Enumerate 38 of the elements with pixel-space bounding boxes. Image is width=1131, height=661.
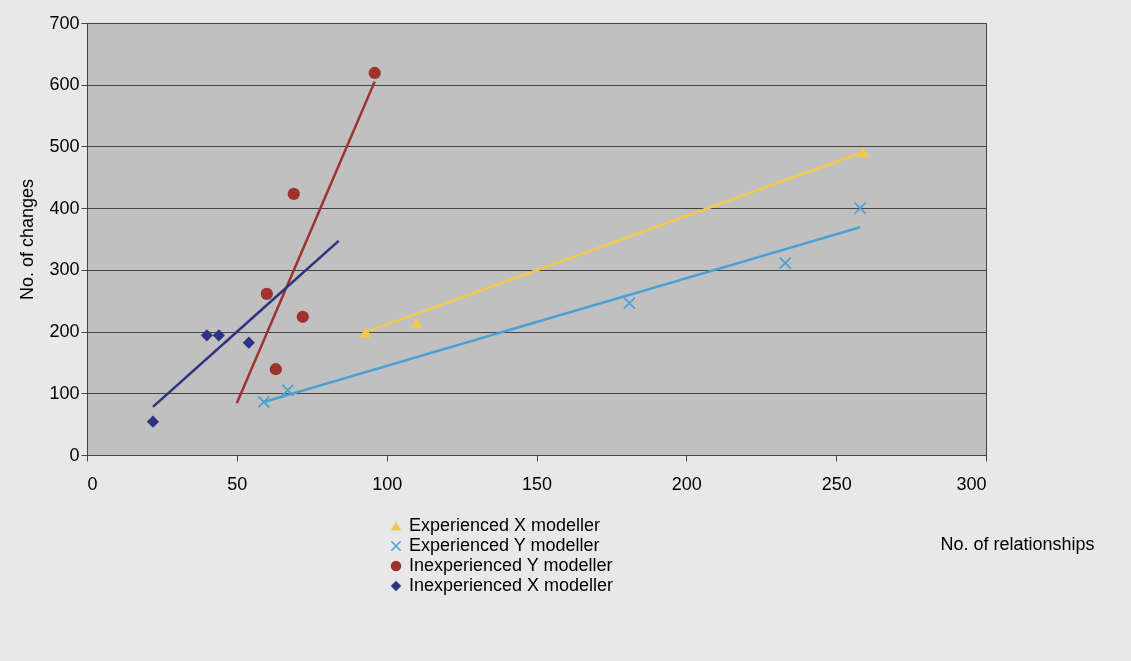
point <box>146 415 160 428</box>
y-axis-title: No. of changes <box>17 178 38 301</box>
point <box>200 329 213 342</box>
point <box>623 297 636 310</box>
point <box>359 326 372 338</box>
x-tick-label: 150 <box>521 473 553 494</box>
point <box>854 202 867 215</box>
legend-label: Experienced X modeller <box>409 515 601 535</box>
y-tick-label: 700 <box>49 12 80 33</box>
x-tick-label: 200 <box>671 473 702 494</box>
point <box>287 187 300 201</box>
x-tick-label: 300 <box>956 473 987 494</box>
legend-label: Inexperienced X modeller <box>409 575 614 595</box>
point <box>212 329 225 342</box>
y-tick-label: 0 <box>69 444 80 465</box>
y-tick-label: 500 <box>49 135 80 156</box>
point <box>857 146 870 158</box>
x-tick-label: 100 <box>372 473 403 494</box>
point <box>281 384 294 397</box>
point <box>260 287 273 301</box>
y-tick-label: 600 <box>49 74 80 95</box>
y-tick-label: 300 <box>49 259 80 280</box>
point <box>257 395 270 409</box>
y-tick-label: 400 <box>49 197 80 218</box>
point <box>410 317 423 329</box>
y-tick-label: 100 <box>49 382 80 403</box>
point <box>242 336 255 349</box>
legend-label: Inexperienced Y modeller <box>409 555 613 575</box>
y-tick-label: 200 <box>49 321 80 342</box>
x-tick-label: 250 <box>821 473 852 494</box>
x-tick-label: 0 <box>87 473 98 494</box>
point <box>269 363 282 376</box>
x-tick-label: 50 <box>227 473 248 494</box>
legend-label: Experienced Y modeller <box>409 535 600 555</box>
point <box>296 310 309 323</box>
point <box>368 66 381 80</box>
x-axis-title: No. of relationships <box>940 533 1095 554</box>
point <box>779 256 792 270</box>
